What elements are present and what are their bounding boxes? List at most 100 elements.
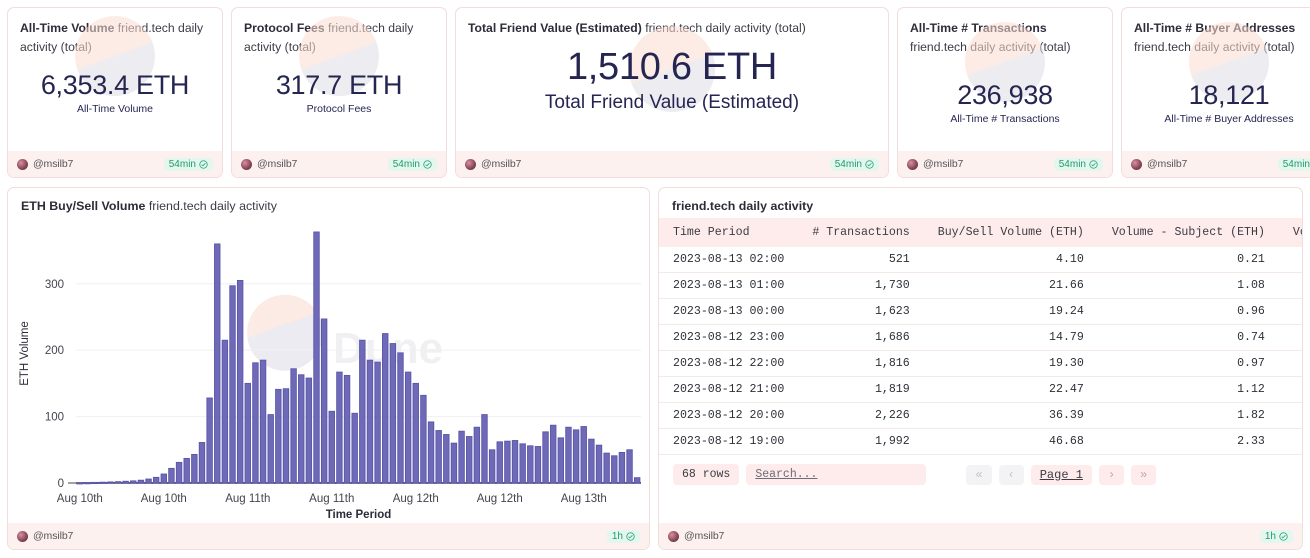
table-column-header[interactable]: Volume - Subject (ETH) <box>1097 218 1279 247</box>
bar[interactable] <box>221 339 229 484</box>
bar[interactable] <box>290 368 297 484</box>
bar[interactable] <box>466 436 473 484</box>
bar[interactable] <box>511 440 519 484</box>
chart-card-eth-buy-sell-volume[interactable]: ETH Buy/Sell Volume friend.tech daily ac… <box>7 187 650 550</box>
bar[interactable] <box>595 444 603 484</box>
table-card-friend-tech-daily-activity[interactable]: friend.tech daily activity Time Period # … <box>658 187 1303 550</box>
bar[interactable] <box>152 476 160 484</box>
bar[interactable] <box>145 478 152 484</box>
bar[interactable] <box>427 421 435 484</box>
bar[interactable] <box>397 352 404 484</box>
bar[interactable] <box>183 457 190 484</box>
bar[interactable] <box>91 481 99 485</box>
chart-plot-area[interactable]: Dune 0 100 200 300 ETH Volume Aug 10th Aug 10th… <box>8 214 647 523</box>
table-row[interactable]: 2023-08-12 19:00 1,992 46.68 2.33 <box>659 428 1302 455</box>
bar[interactable] <box>168 467 175 484</box>
table-row[interactable]: 2023-08-13 02:00 521 4.10 0.21 <box>659 247 1302 273</box>
bar[interactable] <box>412 382 419 484</box>
bar[interactable] <box>206 397 213 484</box>
stat-card-all-time-buyer-addresses[interactable]: All-Time # Buyer Addresses friend.tech d… <box>1121 7 1310 178</box>
bar[interactable] <box>267 414 274 484</box>
table-row[interactable]: 2023-08-12 23:00 1,686 14.79 0.74 <box>659 324 1302 351</box>
bar[interactable] <box>382 333 389 484</box>
bar[interactable] <box>366 359 374 484</box>
bar[interactable] <box>534 446 542 484</box>
table-column-header[interactable]: # Transactions <box>798 218 924 247</box>
search-input[interactable]: Search... <box>746 464 927 485</box>
bar[interactable] <box>160 473 168 484</box>
bar[interactable] <box>175 461 183 484</box>
author-block[interactable]: @msilb7 <box>907 158 963 170</box>
table-scroll-region[interactable]: Time Period # Transactions Buy/Sell Volume… <box>659 218 1302 523</box>
bar[interactable] <box>603 452 610 484</box>
bar[interactable] <box>122 480 129 484</box>
bar[interactable] <box>611 455 618 484</box>
bar[interactable] <box>229 285 236 484</box>
bar[interactable] <box>458 430 465 484</box>
table-row[interactable]: 2023-08-12 21:00 1,819 22.47 1.12 <box>659 376 1302 403</box>
bar[interactable] <box>114 481 122 484</box>
bar-chart-svg[interactable]: Dune 0 100 200 300 ETH Volume Aug 10th Aug 10th… <box>8 214 649 525</box>
stat-card-all-time-transactions[interactable]: All-Time # Transactions friend.tech dail… <box>897 7 1113 178</box>
table-row[interactable]: 2023-08-13 01:00 1,730 21.66 1.08 <box>659 272 1302 299</box>
bar[interactable] <box>504 440 511 484</box>
first-page-button[interactable]: « <box>966 464 992 485</box>
bar[interactable] <box>550 424 557 484</box>
bar[interactable] <box>443 434 450 484</box>
author-block[interactable]: @msilb7 <box>241 158 297 170</box>
bar[interactable] <box>527 445 534 484</box>
current-page-button[interactable]: Page 1 <box>1030 464 1092 485</box>
bar[interactable] <box>76 482 84 485</box>
bar[interactable] <box>198 442 206 484</box>
bar[interactable] <box>450 442 458 484</box>
bar[interactable] <box>626 449 633 484</box>
bar[interactable] <box>481 414 488 484</box>
bar[interactable] <box>275 388 282 484</box>
bar[interactable] <box>244 382 251 484</box>
bar[interactable] <box>236 279 244 484</box>
bar[interactable] <box>542 431 549 484</box>
bar[interactable] <box>107 481 114 484</box>
author-block[interactable]: @msilb7 <box>17 158 73 170</box>
author-block[interactable]: @msilb7 <box>465 158 521 170</box>
bar[interactable] <box>214 243 221 484</box>
bar[interactable] <box>343 374 351 484</box>
bar-series[interactable] <box>76 231 641 485</box>
next-page-button[interactable]: › <box>1098 464 1125 485</box>
bar[interactable] <box>130 480 137 484</box>
bar[interactable] <box>259 359 267 484</box>
bar[interactable] <box>191 453 198 484</box>
bar[interactable] <box>588 438 595 484</box>
bar[interactable] <box>328 410 335 484</box>
bar[interactable] <box>618 451 626 484</box>
bar[interactable] <box>351 412 358 484</box>
prev-page-button[interactable]: ‹ <box>998 464 1024 485</box>
bar[interactable] <box>298 374 305 484</box>
bar[interactable] <box>374 361 381 484</box>
bar[interactable] <box>359 339 366 484</box>
bar[interactable] <box>137 479 145 484</box>
bar[interactable] <box>435 430 442 484</box>
bar[interactable] <box>519 443 526 484</box>
bar[interactable] <box>496 441 503 484</box>
bar[interactable] <box>633 477 641 484</box>
bar[interactable] <box>84 482 91 485</box>
stat-card-total-friend-value[interactable]: Total Friend Value (Estimated) friend.te… <box>455 7 889 178</box>
stat-card-protocol-fees[interactable]: Protocol Fees friend.tech daily activity… <box>231 7 447 178</box>
bar[interactable] <box>473 426 481 484</box>
bar[interactable] <box>572 429 580 484</box>
bar[interactable] <box>336 371 343 484</box>
table-column-header[interactable]: Time Period <box>659 218 799 247</box>
bar[interactable] <box>580 426 587 484</box>
bar[interactable] <box>99 481 106 484</box>
author-block[interactable]: @msilb7 <box>1131 158 1187 170</box>
bar[interactable] <box>565 426 572 484</box>
bar[interactable] <box>252 362 259 484</box>
author-block[interactable]: @msilb7 <box>17 530 73 542</box>
bar[interactable] <box>488 449 496 484</box>
table-column-header[interactable]: Buy/Sell Volume (ETH) <box>923 218 1098 247</box>
bar[interactable] <box>282 388 290 484</box>
bar[interactable] <box>389 343 397 484</box>
last-page-button[interactable]: » <box>1131 464 1157 485</box>
table-row[interactable]: 2023-08-12 20:00 2,226 36.39 1.82 <box>659 402 1302 429</box>
